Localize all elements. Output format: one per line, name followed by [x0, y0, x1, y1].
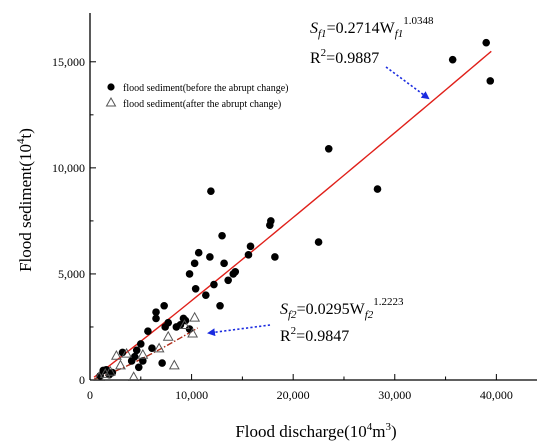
x-tick-label: 20,000: [277, 388, 310, 402]
point-after: [162, 330, 174, 341]
point-before: [185, 270, 194, 278]
point-before: [176, 321, 185, 329]
fit1-arrow: [385, 66, 430, 100]
point-before: [130, 352, 139, 361]
point-before: [206, 253, 214, 261]
point-before: [224, 276, 232, 285]
point-before: [164, 318, 173, 327]
point-after: [99, 368, 111, 378]
point-after: [187, 327, 199, 338]
point-after: [137, 348, 149, 359]
point-before: [152, 308, 160, 316]
fit-line-2: [93, 327, 199, 380]
point-before: [190, 259, 199, 268]
legend-label-after: flood sediment(after the abrupt change): [123, 99, 281, 110]
point-before: [202, 291, 210, 299]
legend-marker-after: [105, 96, 117, 107]
point-before: [152, 314, 160, 323]
y-axis-title: Flood sediment(104t): [15, 128, 35, 272]
point-before: [482, 38, 491, 47]
fit1-formula: Sf1=0.2714Wf11.0348: [310, 15, 434, 40]
point-before: [314, 238, 323, 246]
point-before: [246, 242, 255, 251]
point-after: [104, 365, 116, 376]
point-before: [373, 185, 382, 193]
fit2-formula: Sf2=0.0295Wf21.2223: [280, 296, 404, 321]
y-tick-label: 0: [79, 373, 85, 387]
fit1-r2: R2=0.9887: [310, 47, 379, 67]
fit-line-1: [93, 50, 492, 378]
legend-label-before: flood sediment(before the abrupt change): [123, 83, 289, 94]
y-tick-label: 10,000: [52, 161, 85, 175]
point-after: [115, 359, 126, 370]
point-after: [128, 371, 140, 381]
point-before: [218, 231, 226, 240]
point-before: [231, 268, 240, 276]
point-before: [194, 248, 203, 257]
point-before: [160, 301, 168, 310]
point-before: [148, 344, 156, 352]
point-after: [121, 347, 133, 358]
point-after: [168, 359, 180, 370]
point-before: [144, 327, 152, 336]
point-before: [324, 144, 333, 153]
point-before: [448, 55, 457, 64]
point-before: [139, 357, 147, 365]
x-tick-label: 30,000: [378, 388, 411, 402]
fit2-arrow: [207, 324, 271, 337]
point-before: [207, 187, 215, 195]
fit1-annotation: Sf1=0.2714Wf11.0348 R2=0.9887: [310, 15, 434, 67]
point-before: [118, 348, 127, 357]
point-after: [179, 319, 190, 330]
point-before: [191, 284, 200, 293]
point-before: [267, 217, 275, 225]
axis-ticks: 0 10,000 20,000 30,000 40,000 0 5,000 10,000 15,…: [52, 55, 513, 402]
point-before: [271, 253, 279, 261]
x-axis-title: Flood discharge(104m3): [235, 421, 396, 441]
x-tick-label: 40,000: [480, 388, 513, 402]
point-after: [110, 349, 122, 360]
point-after: [153, 342, 165, 353]
point-before: [132, 346, 141, 355]
fit2-annotation: Sf2=0.0295Wf21.2223 R2=0.9847: [280, 296, 404, 345]
y-tick-label: 5,000: [58, 267, 85, 281]
data-markers: [93, 38, 495, 381]
point-before: [244, 251, 253, 259]
point-before: [486, 77, 495, 85]
legend-marker-before: [107, 83, 115, 91]
point-before: [220, 259, 228, 268]
point-before: [210, 280, 218, 289]
fit-lines: [93, 50, 492, 380]
point-before: [158, 359, 166, 367]
legend: flood sediment(before the abrupt change)…: [105, 83, 289, 110]
x-tick-label: 10,000: [175, 388, 208, 402]
point-after: [189, 311, 201, 322]
point-before: [216, 301, 224, 310]
y-tick-label: 15,000: [52, 55, 85, 69]
x-tick-label: 0: [87, 388, 93, 402]
point-before: [136, 340, 145, 348]
point-before: [134, 363, 143, 372]
fit2-r2: R2=0.9847: [280, 325, 349, 345]
